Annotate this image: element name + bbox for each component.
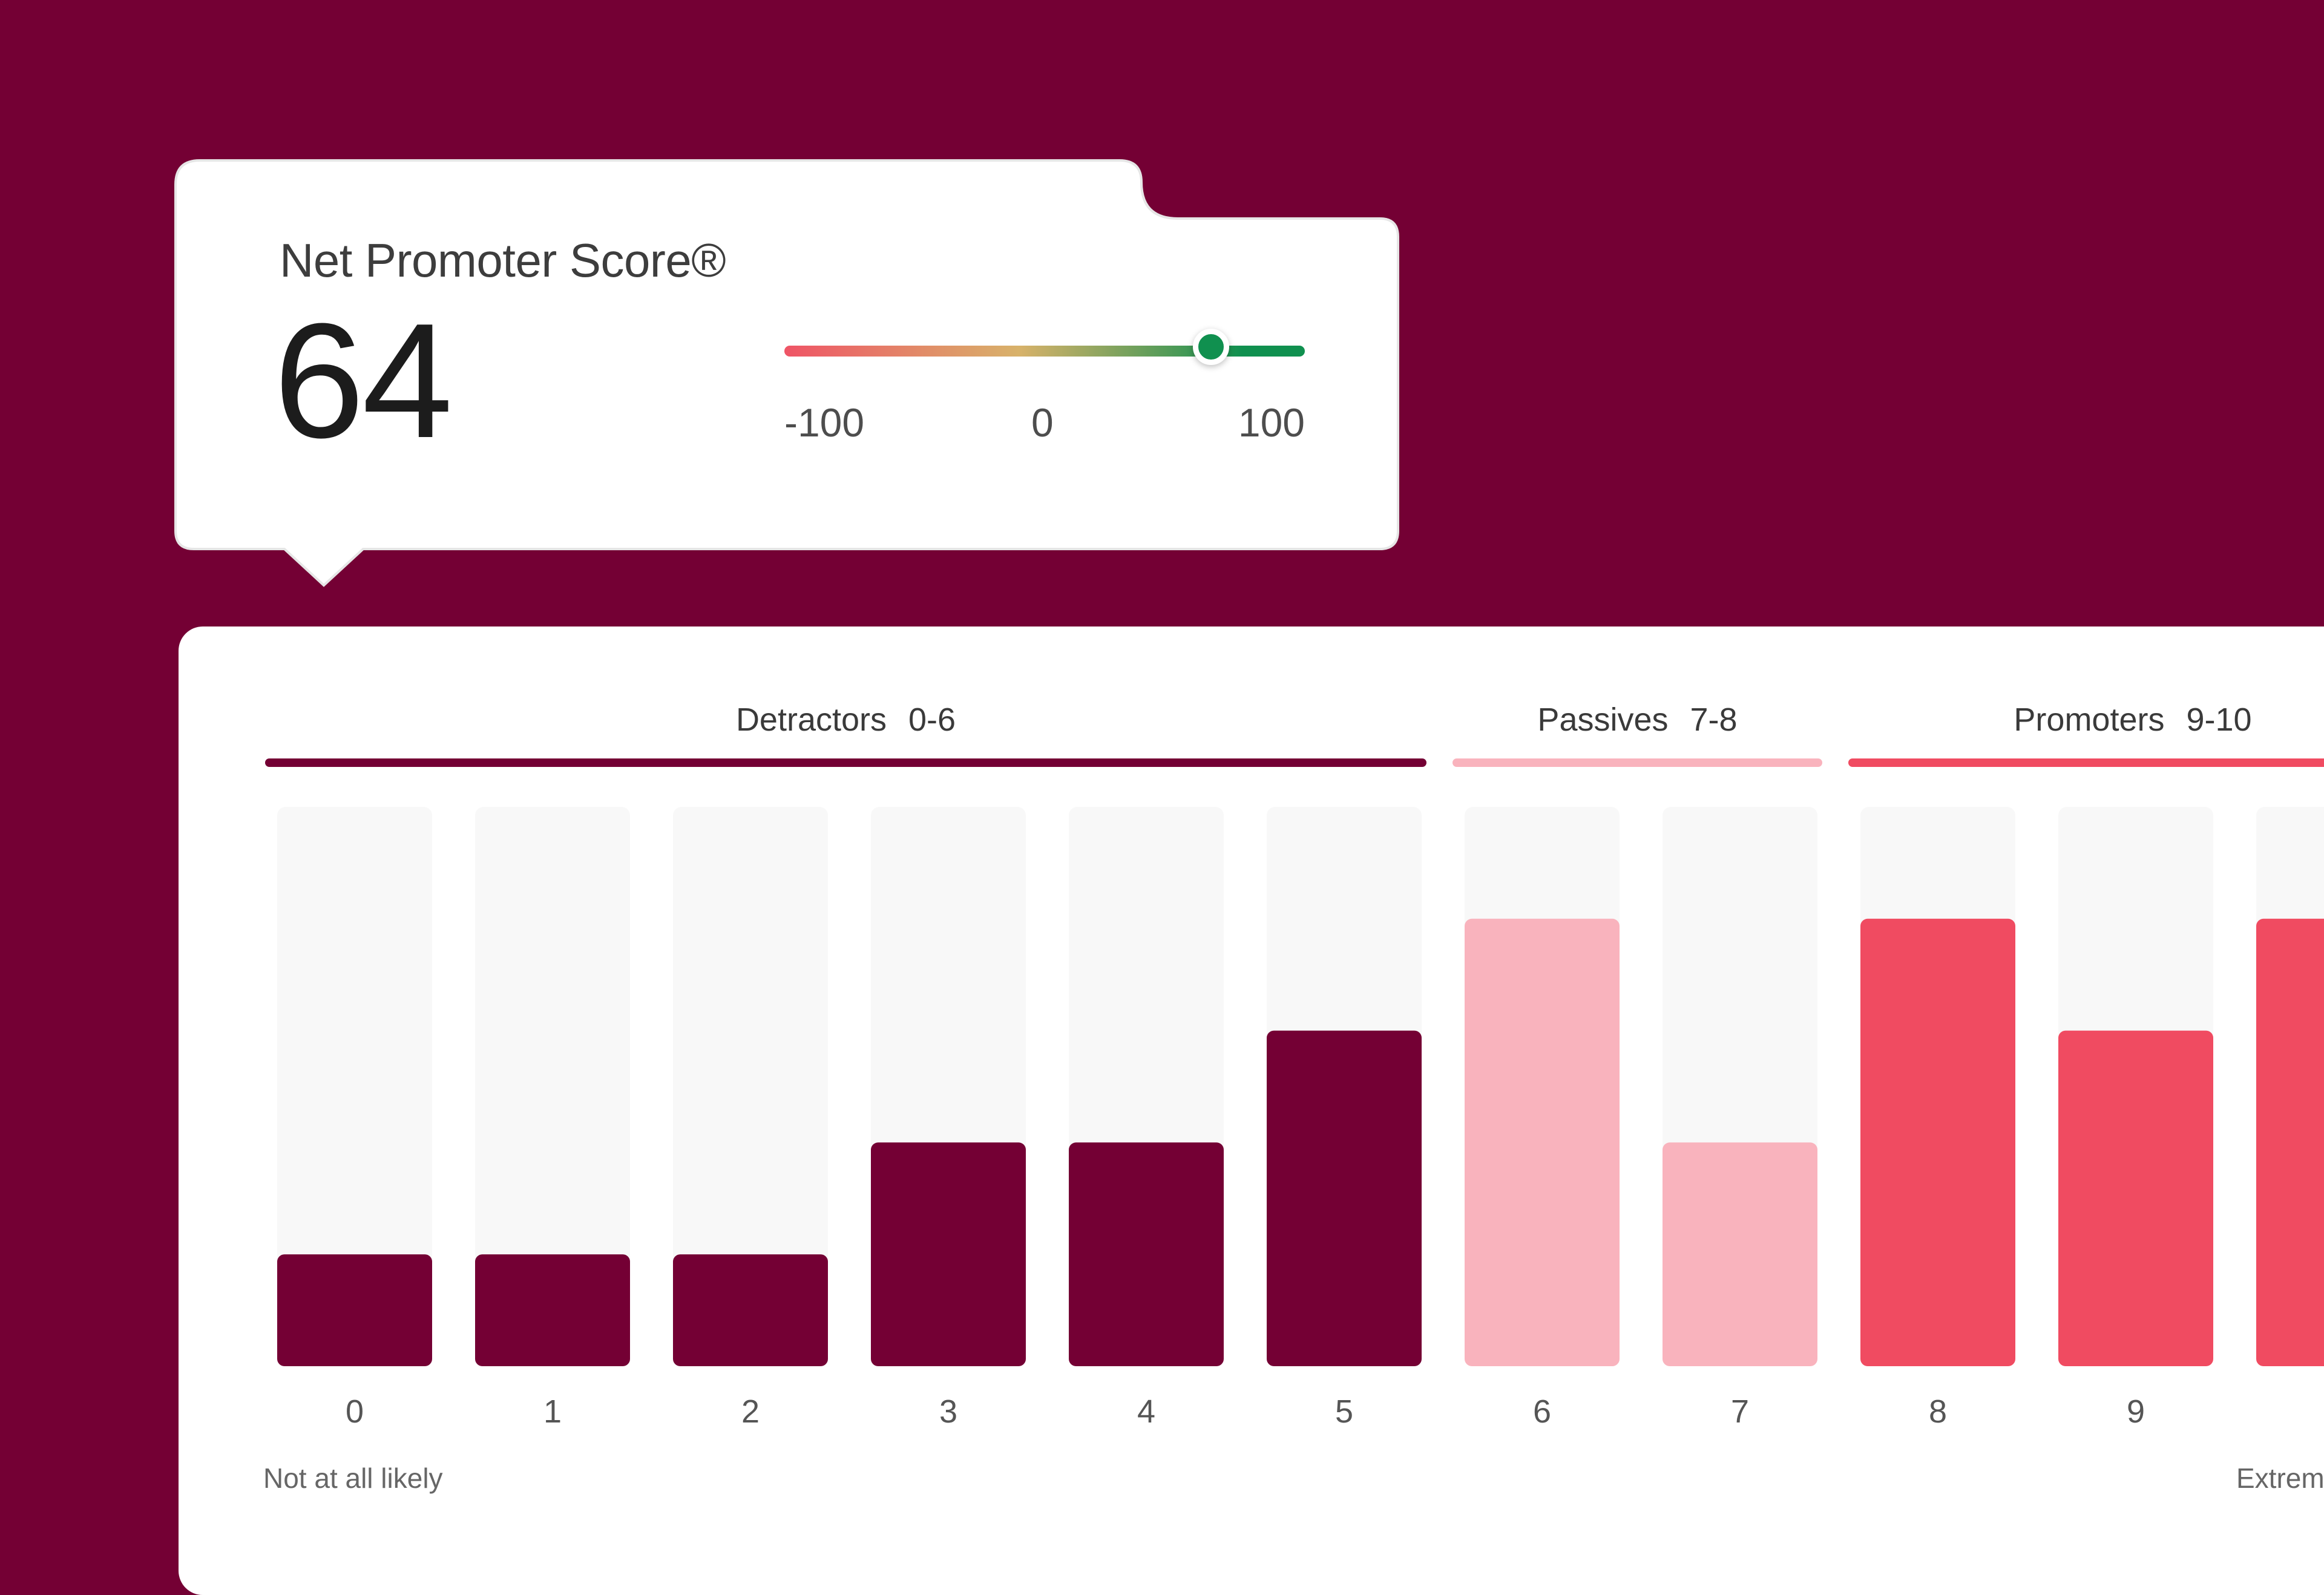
bar-track-0 [277,807,432,1366]
bar-score-5 [1267,1030,1422,1366]
tick-label-0: 0 [346,1393,364,1430]
tick-label-6: 6 [1533,1393,1551,1430]
nps-title: Net Promoter Score® [280,234,726,287]
score-distribution-panel: Detractors 0-6 Passives 7-8 Promoters 9-10 0 1 2… [179,626,2324,1595]
x-label-right: Extrem [2236,1462,2324,1494]
tick-label-3: 3 [939,1393,957,1430]
score-card-background [174,159,1399,587]
tick-label-9: 9 [2127,1393,2145,1430]
bar-score-4 [1069,1142,1224,1366]
bar-score-1 [475,1254,630,1366]
group-label-promoters: Promoters 9-10 [2014,702,2251,738]
bar-score-6 [1465,918,1620,1366]
gauge-track [784,346,1305,357]
group-underline-promoters [1848,758,2324,767]
nps-gauge: -100 0 100 [784,324,1305,481]
group-label-detractors: Detractors 0-6 [736,702,956,738]
bar-score-8 [1860,918,2015,1366]
bar-score-0 [277,1254,432,1366]
x-label-left: Not at all likely [263,1462,443,1494]
bar-score-10 [2256,918,2324,1366]
bar-score-9 [2058,1030,2213,1366]
tick-label-2: 2 [741,1393,760,1430]
group-label-passives: Passives 7-8 [1537,702,1737,738]
group-underline-passives [1452,758,1822,767]
bar-score-7 [1663,1142,1817,1366]
score-distribution-chart: Detractors 0-6 Passives 7-8 Promoters 9-10 0 1 2… [265,702,2324,1430]
gauge-label-max: 100 [1238,400,1305,445]
bar-track-2 [673,807,828,1366]
tick-label-1: 1 [543,1393,562,1430]
bar-score-3 [871,1142,1026,1366]
tick-label-8: 8 [1929,1393,1947,1430]
gauge-thumb [1193,329,1230,365]
gauge-label-mid: 0 [1031,400,1054,445]
tick-label-7: 7 [1731,1393,1749,1430]
bar-track-1 [475,807,630,1366]
group-underline-detractors [265,758,1426,767]
tick-label-4: 4 [1137,1393,1155,1430]
nps-score-value: 64 [274,290,453,472]
tick-label-5: 5 [1335,1393,1353,1430]
bar-score-2 [673,1254,828,1366]
nps-score-card: Net Promoter Score® 64 -100 0 100 [174,159,1404,608]
gauge-label-min: -100 [784,400,865,445]
